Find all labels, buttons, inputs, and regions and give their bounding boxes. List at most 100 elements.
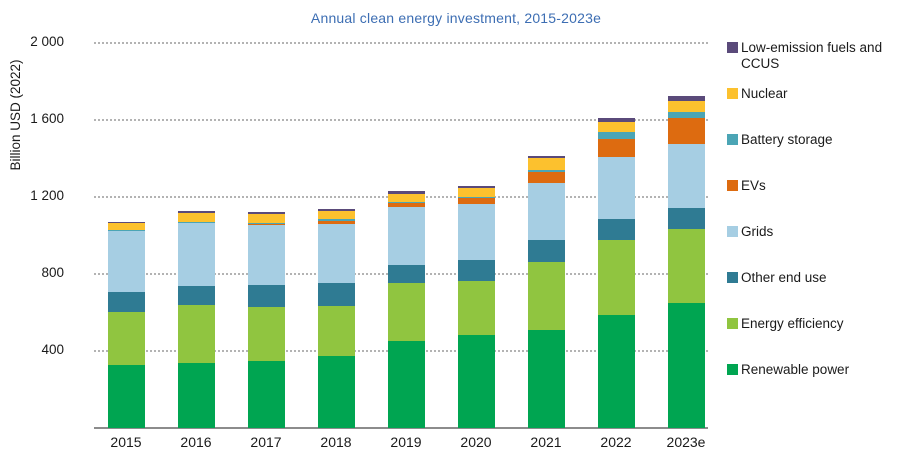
legend-label-renewable-power: Renewable power: [741, 362, 850, 377]
bar-segment-evs-2016: [177, 222, 215, 224]
bar-segment-evs-2021: [527, 172, 565, 183]
y-tick-label-2000: 2 000: [30, 33, 64, 49]
bar-segment-renewable-power-2018: [317, 356, 355, 428]
bar-segment-evs-2017: [247, 223, 285, 225]
bar-segment-renewable-power-2021: [527, 329, 565, 428]
bar-segment-nuclear-2020: [457, 188, 495, 197]
bar-segment-energy-efficiency-2020: [457, 281, 495, 335]
bar-segment-nuclear-2023e: [667, 100, 705, 112]
bar-segment-low-emission-fuels-and-ccus-2023e: [667, 95, 705, 101]
legend-item-grids: Grids: [727, 224, 905, 240]
legend-label-evs: EVs: [741, 178, 766, 193]
bar-segment-low-emission-fuels-and-ccus-2015: [107, 221, 145, 224]
legend-label-grids: Grids: [741, 224, 774, 239]
y-tick-label-800: 800: [41, 264, 64, 280]
bar-segment-low-emission-fuels-and-ccus-2018: [317, 208, 355, 211]
bar-segment-battery-storage-2022: [597, 132, 635, 140]
bar-segment-other-end-use-2018: [317, 283, 355, 306]
x-axis-label-2022: 2022: [600, 434, 632, 450]
bar-segment-energy-efficiency-2017: [247, 306, 285, 362]
gridline-2000: [94, 41, 708, 44]
bar-segment-grids-2015: [107, 230, 145, 292]
legend-label-battery-storage: Battery storage: [741, 132, 833, 147]
bar-segment-renewable-power-2020: [457, 334, 495, 428]
x-axis-label-2023e: 2023e: [666, 434, 706, 450]
legend-swatch-evs: [727, 180, 738, 191]
bar-segment-evs-2019: [387, 202, 425, 207]
bar-segment-grids-2016: [177, 223, 215, 286]
bar-segment-energy-efficiency-2021: [527, 261, 565, 330]
bar-segment-other-end-use-2022: [597, 218, 635, 240]
bar-segment-evs-2023e: [667, 118, 705, 144]
legend-swatch-battery-storage: [727, 134, 738, 145]
bar-segment-nuclear-2018: [317, 210, 355, 220]
bar-segment-other-end-use-2019: [387, 264, 425, 284]
bar-segment-grids-2019: [387, 206, 425, 265]
bar-segment-low-emission-fuels-and-ccus-2017: [247, 212, 285, 215]
bar-segment-evs-2022: [597, 139, 635, 158]
bar-segment-nuclear-2015: [107, 223, 145, 230]
bar-segment-nuclear-2019: [387, 193, 425, 202]
bar-segment-battery-storage-2020: [457, 196, 495, 198]
bar-segment-renewable-power-2023e: [667, 303, 705, 428]
bar-segment-energy-efficiency-2022: [597, 239, 635, 315]
bar-segment-other-end-use-2020: [457, 259, 495, 282]
bar-segment-evs-2020: [457, 197, 495, 204]
chart-title: Annual clean energy investment, 2015-202…: [310, 10, 602, 26]
x-axis-label-2017: 2017: [250, 434, 282, 450]
x-axis-label-2015: 2015: [110, 434, 142, 450]
legend-item-nuclear: Nuclear: [727, 86, 905, 102]
legend-swatch-renewable-power: [727, 364, 738, 375]
bar-segment-evs-2018: [317, 220, 355, 225]
bar-segment-energy-efficiency-2018: [317, 305, 355, 357]
bar-segment-grids-2018: [317, 224, 355, 284]
y-tick-label-1600: 1 600: [30, 110, 64, 126]
x-axis-line: [94, 427, 708, 429]
bar-segment-low-emission-fuels-and-ccus-2020: [457, 186, 495, 189]
legend-item-energy-efficiency: Energy efficiency: [727, 316, 905, 332]
bar-segment-other-end-use-2016: [177, 285, 215, 305]
bar-segment-renewable-power-2019: [387, 341, 425, 428]
x-axis-label-2021: 2021: [530, 434, 562, 450]
y-tick-label-1200: 1 200: [30, 187, 64, 203]
legend-label-low-emission-fuels-and-ccus: Low-emission fuels and CCUS: [741, 40, 883, 72]
legend-item-renewable-power: Renewable power: [727, 362, 905, 378]
bar-segment-other-end-use-2021: [527, 240, 565, 262]
bar-segment-low-emission-fuels-and-ccus-2022: [597, 118, 635, 122]
bar-segment-energy-efficiency-2015: [107, 311, 145, 366]
bar-segment-nuclear-2021: [527, 158, 565, 170]
legend-swatch-other-end-use: [727, 272, 738, 283]
bar-segment-grids-2022: [597, 157, 635, 219]
bar-segment-battery-storage-2021: [527, 169, 565, 173]
bar-segment-nuclear-2022: [597, 121, 635, 133]
bar-segment-low-emission-fuels-and-ccus-2021: [527, 156, 565, 159]
x-axis-label-2020: 2020: [460, 434, 492, 450]
bar-segment-energy-efficiency-2019: [387, 283, 425, 342]
legend-swatch-grids: [727, 226, 738, 237]
bar-segment-grids-2017: [247, 224, 285, 286]
x-axis-label-2016: 2016: [180, 434, 212, 450]
legend-item-other-end-use: Other end use: [727, 270, 905, 286]
bar-segment-renewable-power-2017: [247, 361, 285, 428]
bar-segment-battery-storage-2019: [387, 201, 425, 203]
gridline-1600: [94, 118, 708, 121]
legend-label-energy-efficiency: Energy efficiency: [741, 316, 844, 331]
bar-segment-renewable-power-2022: [597, 314, 635, 428]
bar-segment-battery-storage-2017: [247, 222, 285, 224]
legend-label-nuclear: Nuclear: [741, 86, 788, 101]
bar-segment-grids-2023e: [667, 143, 705, 208]
legend-item-low-emission-fuels-and-ccus: Low-emission fuels and CCUS: [727, 40, 905, 72]
y-tick-label-400: 400: [41, 341, 64, 357]
bar-segment-grids-2020: [457, 204, 495, 260]
bar-segment-low-emission-fuels-and-ccus-2016: [177, 210, 215, 213]
bar-segment-other-end-use-2023e: [667, 207, 705, 229]
legend-swatch-low-emission-fuels-and-ccus: [727, 42, 738, 53]
bar-segment-renewable-power-2015: [107, 365, 145, 428]
bar-segment-battery-storage-2023e: [667, 111, 705, 119]
legend-item-evs: EVs: [727, 178, 905, 194]
legend-label-other-end-use: Other end use: [741, 270, 827, 285]
legend-swatch-nuclear: [727, 88, 738, 99]
bar-segment-renewable-power-2016: [177, 363, 215, 428]
legend-swatch-energy-efficiency: [727, 318, 738, 329]
legend-item-battery-storage: Battery storage: [727, 132, 905, 148]
